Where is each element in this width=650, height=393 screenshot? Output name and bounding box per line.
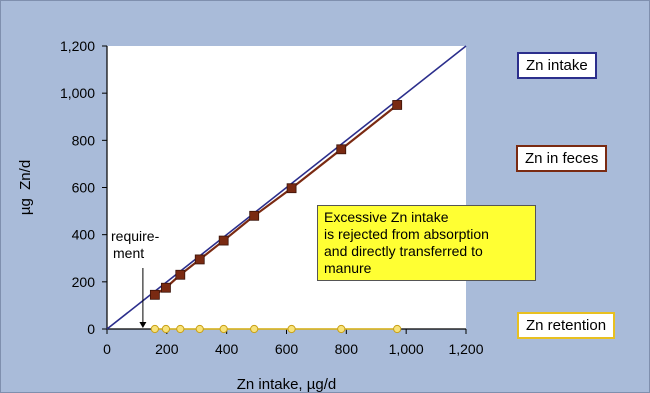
y-tick-label: 600 — [72, 180, 96, 196]
callout-box: Excessive Zn intake is rejected from abs… — [317, 205, 536, 281]
data-point-zn-retention — [337, 324, 346, 334]
legend-zn-feces: Zn in feces — [516, 145, 608, 172]
data-point-zn-retention — [393, 324, 402, 334]
callout-line: and directly transferred to — [324, 243, 483, 259]
legend-zn-retention: Zn retention — [517, 312, 616, 339]
data-point-zn-in-feces — [218, 235, 229, 246]
requirement-label: require- ment — [111, 228, 159, 262]
data-point-zn-in-feces — [194, 254, 205, 265]
y-tick-label: 1,000 — [60, 85, 95, 101]
data-point-zn-in-feces — [392, 100, 403, 110]
series-line-zn-intake — [106, 45, 467, 330]
requirement-label-line: ment — [113, 245, 145, 261]
y-tick-label: 0 — [87, 321, 95, 337]
data-point-zn-in-feces — [286, 183, 297, 194]
y-tick-label: 800 — [72, 132, 96, 148]
requirement-label-line: require- — [111, 228, 160, 244]
data-point-zn-in-feces — [149, 289, 160, 300]
x-tick-label: 0 — [103, 341, 111, 357]
data-point-zn-in-feces — [336, 144, 347, 155]
axes: 0 200 400 600 800 1,000 1,200 0 200 400 600 800 1,00… — [17, 38, 484, 393]
y-axis-label: µg Zn/d — [17, 160, 34, 215]
requirement-arrow-head — [139, 322, 147, 328]
y-tick-label: 200 — [72, 274, 96, 290]
x-tick-label: 200 — [155, 341, 179, 357]
x-tick-label: 1,000 — [389, 341, 424, 357]
y-tick-label: 1,200 — [60, 38, 95, 54]
data-point-zn-retention — [150, 324, 159, 334]
data-point-zn-in-feces — [249, 210, 260, 221]
data-point-zn-retention — [195, 324, 204, 334]
callout-line: is rejected from absorption — [324, 226, 489, 242]
x-axis-label: Zn intake, µg/d — [237, 376, 337, 393]
x-tick-label: 1,200 — [448, 341, 483, 357]
data-point-zn-retention — [161, 324, 171, 334]
data-point-zn-retention — [287, 324, 296, 334]
legend-zn-intake: Zn intake — [517, 52, 597, 79]
data-point-zn-in-feces — [175, 269, 186, 280]
x-tick-label: 600 — [275, 341, 299, 357]
data-point-zn-retention — [219, 324, 228, 334]
data-point-zn-retention — [176, 324, 185, 334]
y-tick-label: 400 — [72, 227, 96, 243]
callout-line: manure — [324, 260, 372, 276]
requirement-arrow — [139, 268, 147, 328]
data-point-zn-in-feces — [161, 282, 171, 293]
series-layer — [106, 45, 467, 334]
x-tick-label: 800 — [335, 341, 359, 357]
x-tick-label: 400 — [215, 341, 239, 357]
callout-line: Excessive Zn intake — [324, 209, 449, 225]
data-point-zn-retention — [250, 324, 259, 334]
